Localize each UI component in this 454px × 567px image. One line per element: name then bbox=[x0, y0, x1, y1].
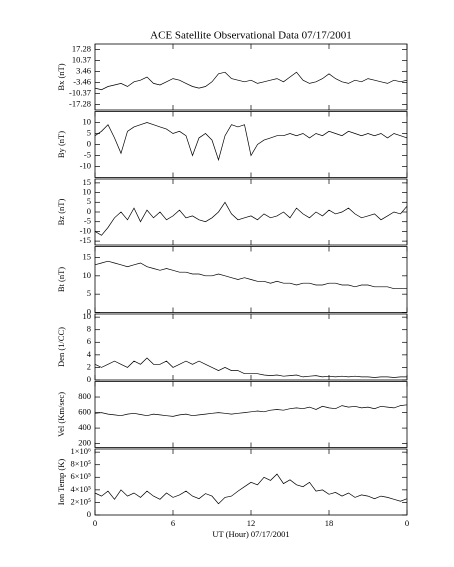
y-tick-label: 400 bbox=[78, 422, 91, 432]
y-tick-label: 1×10⁶ bbox=[70, 446, 91, 456]
y-tick-label: 5 bbox=[87, 127, 91, 137]
y-tick-label: 0 bbox=[87, 206, 91, 216]
data-line bbox=[94, 357, 407, 378]
y-tick-label: 2×10⁵ bbox=[70, 496, 91, 506]
y-tick-label: -10 bbox=[80, 160, 91, 170]
data-line bbox=[94, 71, 408, 91]
y-tick-label: 5 bbox=[87, 196, 91, 206]
y-tick-label: 0 bbox=[87, 509, 91, 519]
y-tick-label: 15 bbox=[83, 251, 92, 261]
y-axis-label: Bz (nT) bbox=[56, 198, 66, 225]
y-tick-label: -5 bbox=[84, 216, 91, 226]
data-line bbox=[94, 201, 408, 236]
panel-frame bbox=[94, 43, 408, 111]
chart-title: ACE Satellite Observational Data 07/17/2… bbox=[150, 30, 352, 42]
y-tick-label: 6×10⁵ bbox=[70, 471, 91, 481]
y-tick-label: 10 bbox=[83, 116, 92, 126]
y-tick-label: 6 bbox=[87, 336, 91, 346]
y-axis-label: Ion Temp (K) bbox=[56, 459, 66, 506]
data-line bbox=[94, 473, 408, 505]
y-tick-label: 0 bbox=[87, 138, 91, 148]
y-axis-label: Bx (nT) bbox=[56, 63, 66, 90]
data-line bbox=[94, 122, 408, 162]
y-tick-label: 17.28 bbox=[72, 43, 91, 53]
data-line bbox=[94, 404, 408, 417]
y-tick-label: 600 bbox=[78, 407, 91, 417]
panel-frame bbox=[94, 313, 408, 381]
y-tick-label: 10.37 bbox=[72, 54, 91, 64]
y-tick-label: 0 bbox=[87, 374, 91, 384]
y-axis-label: Den (1/CC) bbox=[56, 327, 66, 367]
panel-frame bbox=[94, 111, 408, 178]
y-tick-label: 10 bbox=[83, 270, 92, 280]
x-tick-label: 6 bbox=[171, 518, 175, 528]
y-tick-label: 3.46 bbox=[76, 65, 91, 75]
y-tick-label: 8 bbox=[87, 324, 91, 334]
y-tick-label: -10 bbox=[80, 225, 91, 235]
y-tick-label: 0 bbox=[87, 306, 91, 316]
y-tick-label: 5 bbox=[87, 288, 91, 298]
y-tick-label: -5 bbox=[84, 149, 91, 159]
y-tick-label: 2 bbox=[87, 361, 91, 371]
y-tick-label: -17.28 bbox=[69, 98, 91, 108]
y-tick-label: 4 bbox=[87, 349, 92, 359]
y-tick-label: -10.37 bbox=[69, 87, 91, 97]
x-axis-label: UT (Hour) 07/17/2001 bbox=[212, 529, 289, 539]
x-tick-label: 18 bbox=[325, 518, 334, 528]
y-tick-label: 800 bbox=[78, 391, 91, 401]
y-axis-label: Bt (nT) bbox=[56, 267, 66, 292]
y-axis-label: Vel (Km/sec) bbox=[56, 392, 66, 437]
panel-frame bbox=[94, 178, 408, 246]
y-tick-label: 8×10⁵ bbox=[70, 459, 91, 469]
y-tick-label: 10 bbox=[83, 187, 92, 197]
x-tick-label: 0 bbox=[93, 518, 97, 528]
y-axis-label: By (nT) bbox=[56, 131, 66, 158]
y-tick-label: 10 bbox=[83, 311, 92, 321]
data-line bbox=[94, 260, 407, 290]
y-tick-label: -15 bbox=[80, 235, 91, 245]
y-tick-label: 4×10⁵ bbox=[70, 484, 91, 494]
y-tick-label: 15 bbox=[83, 177, 92, 187]
x-tick-label: 12 bbox=[247, 518, 256, 528]
y-tick-label: -3.46 bbox=[73, 76, 91, 86]
x-tick-label: 0 bbox=[405, 518, 409, 528]
y-tick-label: 200 bbox=[78, 438, 91, 448]
